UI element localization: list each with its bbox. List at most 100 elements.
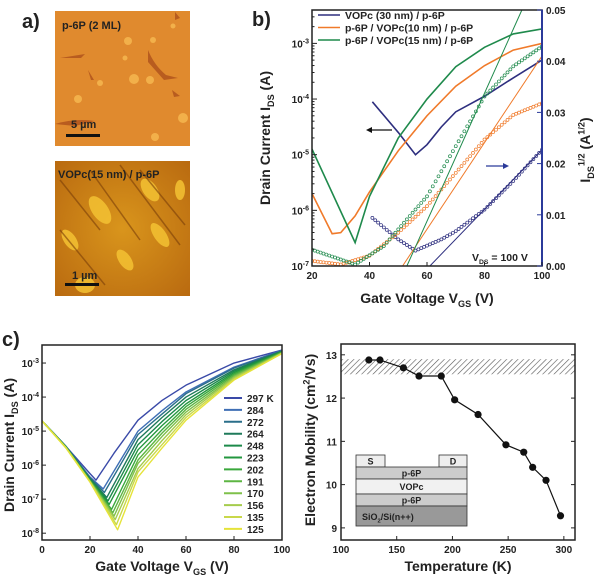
y-tick-label: 10-5	[22, 426, 39, 438]
afm-image-p6p: p-6P (2 ML) 5 µm	[55, 11, 190, 146]
vopc-layer-label: VOPc	[399, 482, 423, 492]
sqrt-current-marker	[376, 220, 380, 225]
sqrt-current-marker	[540, 44, 542, 49]
x-axis-label: Gate Voltage VGS (V)	[95, 558, 228, 577]
log-current-line-1	[312, 42, 542, 235]
sqrt-current-marker	[451, 149, 455, 154]
linear-fit-line-2	[406, 10, 523, 266]
mobility-point	[502, 441, 510, 449]
panel-label-b: b)	[252, 9, 271, 31]
plot-area	[312, 10, 542, 266]
sqrt-current-marker	[384, 240, 389, 245]
panel-label-a: a)	[22, 11, 40, 33]
sqrt-current-marker	[321, 260, 326, 265]
sqrt-current-marker	[499, 122, 504, 127]
mobility-point	[474, 410, 482, 419]
sqrt-current-marker	[419, 209, 424, 214]
chart-c-temperature-transfer: 0 20 40 60 80 100 10-8 10-7 10-6 10-5 10-4 10-3 Gate…	[1, 344, 291, 577]
x-tick-label: 300	[556, 545, 573, 556]
sqrt-current-marker	[422, 245, 426, 249]
y-tick-label: 10-6	[292, 205, 309, 217]
sqrt-current-marker	[511, 179, 516, 183]
drain-electrode-label: D	[450, 457, 457, 467]
sqrt-current-marker	[451, 174, 455, 178]
sqrt-current-marker	[419, 246, 424, 250]
x-tick-label: 100	[534, 271, 551, 282]
x-tick-label: 60	[180, 545, 192, 556]
plot-frame	[340, 343, 576, 541]
sqrt-current-marker	[407, 220, 412, 224]
log-current-line-0	[371, 59, 542, 156]
legend-label-0: 297 K	[247, 394, 274, 405]
y-tick-label: 10-6	[22, 460, 39, 472]
sqrt-current-marker	[491, 85, 495, 90]
sqrt-current-marker	[376, 247, 380, 252]
substrate-layer	[355, 505, 468, 527]
y-axis-label: Electron Mobility (cm2/Vs)	[301, 354, 318, 526]
y-tick-label: 10-4	[22, 392, 39, 404]
sqrt-current-marker	[508, 182, 513, 186]
sqrt-current-marker	[336, 262, 340, 266]
sqrt-current-marker	[502, 120, 507, 125]
sqrt-current-marker	[453, 144, 458, 149]
sqrt-current-marker	[413, 207, 418, 212]
sqrt-current-marker	[318, 260, 323, 264]
source-electrode-label: S	[367, 457, 373, 467]
sqrt-current-marker	[433, 240, 438, 244]
y-tick-label: 10-7	[22, 494, 39, 506]
sqrt-current-marker	[373, 218, 378, 223]
sqrt-current-marker	[402, 241, 406, 245]
plot-frame	[41, 344, 283, 541]
sqrt-current-marker	[471, 216, 475, 221]
transfer-curve-223K	[41, 351, 283, 505]
sqrt-current-marker	[433, 179, 438, 184]
sqrt-current-marker	[525, 163, 530, 168]
sqrt-current-marker	[428, 200, 432, 205]
y-tick-label: 10	[326, 481, 338, 492]
sqrt-current-marker	[476, 104, 481, 109]
legend-label-1: 284	[247, 406, 264, 417]
sqrt-current-marker	[479, 141, 484, 145]
x-tick-label: 250	[500, 545, 517, 556]
x-tick-label: 40	[364, 271, 376, 282]
y-axis-label: Drain Current IDS (A)	[1, 378, 20, 512]
y-axis-label: Drain Current IDS (A)	[257, 71, 276, 205]
sqrt-current-marker	[517, 60, 521, 65]
mobility-point	[399, 364, 407, 372]
sqrt-current-marker	[430, 241, 435, 245]
log-current-line-2	[312, 28, 542, 245]
sqrt-current-marker	[382, 244, 386, 248]
sqrt-current-marker	[370, 216, 375, 220]
sqrt-current-marker	[537, 151, 541, 155]
sqrt-current-marker	[382, 242, 386, 247]
sqrt-current-marker	[494, 127, 498, 132]
sqrt-current-marker	[497, 125, 501, 130]
mobility-point	[542, 476, 550, 484]
legend-label-10: 135	[247, 513, 264, 524]
sqrt-current-marker	[528, 160, 533, 165]
sqrt-current-marker	[476, 144, 481, 149]
sqrt-current-marker	[459, 225, 464, 229]
sqrt-current-marker	[399, 224, 403, 228]
sqrt-current-marker	[396, 237, 401, 242]
x-tick-label: 20	[306, 271, 318, 282]
sqrt-current-marker	[534, 48, 539, 53]
sqrt-current-marker	[471, 150, 475, 155]
chart-b-transfer-curves: 20 40 60 80 100 10-7 10-6 10-5 10-4 10-3 0.00 0.01 0…	[257, 6, 596, 309]
x-axis-label: Gate Voltage VGS (V)	[360, 290, 493, 309]
sqrt-current-marker	[456, 139, 461, 144]
sqrt-current-marker	[494, 82, 498, 87]
sqrt-current-marker	[402, 225, 406, 230]
sqrt-current-marker	[474, 147, 478, 152]
sqrt-current-marker	[474, 214, 478, 218]
sqrt-current-marker	[522, 166, 527, 171]
substrate-label: SiO2/Si(n++)	[362, 512, 414, 525]
sqrt-current-marker	[531, 157, 536, 161]
sqrt-current-marker	[419, 201, 424, 205]
y-axis-label: IDS1/2 (A1/2)	[576, 117, 596, 182]
sqrt-current-marker	[416, 204, 421, 209]
sqrt-current-marker	[537, 46, 541, 51]
sqrt-current-marker	[534, 154, 539, 158]
sqrt-current-marker	[540, 147, 542, 152]
x-tick-label: 0	[39, 545, 45, 556]
